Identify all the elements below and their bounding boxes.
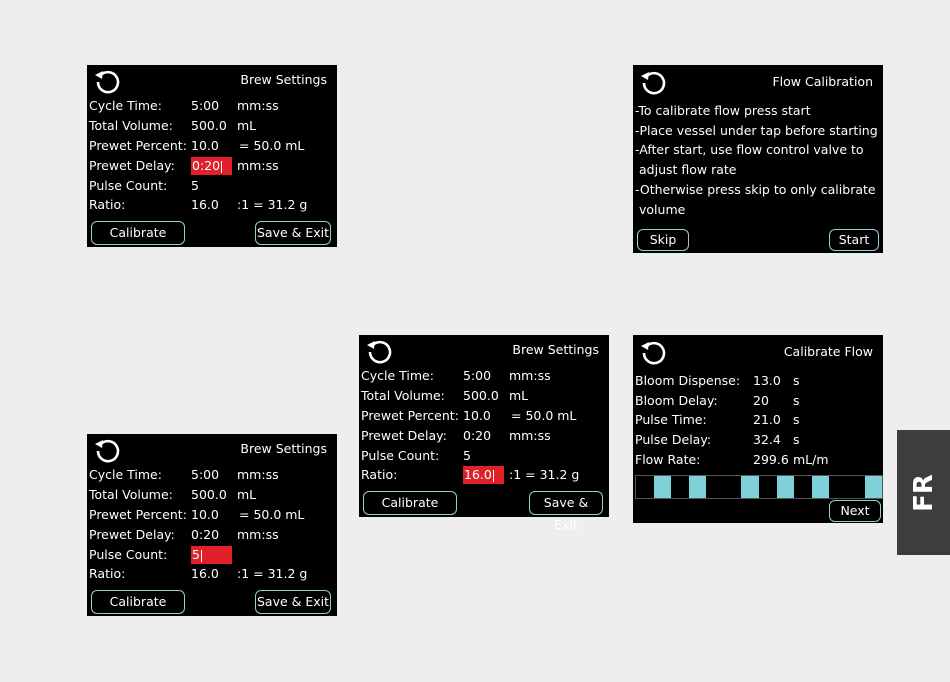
refresh-icon[interactable] <box>92 68 122 98</box>
save-exit-button[interactable]: Save & Exit <box>255 221 331 245</box>
refresh-icon[interactable] <box>638 69 668 99</box>
flow-bar-segment <box>671 476 689 498</box>
refresh-icon[interactable] <box>364 338 394 368</box>
instruction-line: -Otherwise press skip to only calibrate <box>635 181 876 197</box>
screen-title: Calibrate Flow <box>783 344 873 359</box>
flow-bar-segment <box>636 476 654 498</box>
flow-bar-segment <box>846 476 865 498</box>
instruction-line: adjust flow rate <box>639 162 737 178</box>
screen-title: Flow Calibration <box>772 74 873 89</box>
prewet-delay-field[interactable]: 0:20 <box>191 157 232 175</box>
calibrate-flow-screen: Calibrate Flow Bloom Dispense: 13.0 s Bloo… <box>633 335 883 523</box>
ratio-field[interactable]: 16.0 <box>463 466 504 484</box>
instruction-line: volume <box>639 201 686 217</box>
skip-button[interactable]: Skip <box>637 229 689 251</box>
brew-settings-screen-2: Brew Settings Cycle Time: 5:00 mm:ss Total… <box>87 434 337 616</box>
brew-settings-screen-3: Brew Settings Cycle Time: 5:00 mm:ss Total… <box>359 335 609 532</box>
instruction-line: -To calibrate flow press start <box>635 103 811 118</box>
instruction-line: -After start, use flow control valve to <box>635 142 864 158</box>
start-button[interactable]: Start <box>829 229 879 251</box>
flow-bar-segment <box>776 476 795 498</box>
calibrate-button[interactable]: Calibrate <box>91 590 185 614</box>
calibrate-button[interactable]: Calibrate <box>91 221 185 245</box>
flow-calibration-screen: Flow Calibration -To calibrate flow pres… <box>633 65 883 253</box>
language-label: FR <box>908 473 939 512</box>
screen-title: Brew Settings <box>512 342 599 357</box>
flow-bar-segment <box>811 476 830 498</box>
refresh-icon[interactable] <box>638 339 668 369</box>
flow-progress-bar <box>635 475 883 499</box>
flow-bar-segment <box>741 476 760 498</box>
flow-bar-segment <box>688 476 707 498</box>
save-exit-button[interactable]: Save & Exit <box>529 491 603 532</box>
flow-bar-segment <box>706 476 724 498</box>
flow-bar-segment <box>723 476 742 498</box>
calibrate-button[interactable]: Calibrate <box>363 491 457 515</box>
flow-bar-segment <box>864 476 883 498</box>
save-exit-button[interactable]: Save & Exit <box>255 590 331 614</box>
brew-settings-screen-1: Brew Settings Cycle Time: 5:00 mm:ss Total… <box>87 65 337 247</box>
screen-title: Brew Settings <box>240 72 327 87</box>
language-tab: FR <box>897 430 950 555</box>
flow-bar-segment <box>794 476 812 498</box>
refresh-icon[interactable] <box>92 437 122 467</box>
instructions: -To calibrate flow press start -Place ve… <box>635 101 879 219</box>
instruction-line: -Place vessel under tap before starting <box>635 122 878 138</box>
pulse-count-field[interactable]: 5 <box>191 546 232 564</box>
next-button[interactable]: Next <box>829 500 881 522</box>
flow-bar-segment <box>759 476 777 498</box>
flow-bar-segment <box>829 476 847 498</box>
screen-title: Brew Settings <box>240 441 327 456</box>
flow-bar-segment <box>653 476 672 498</box>
